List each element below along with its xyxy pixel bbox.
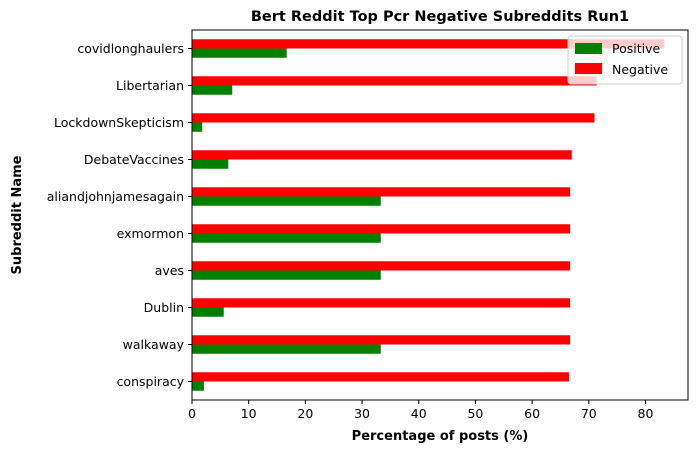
bar-negative-dublin bbox=[192, 298, 571, 308]
y-axis-ticks: covidlonghaulers Libertarian LockdownSkept… bbox=[47, 41, 192, 389]
x-tick-label: 70 bbox=[581, 406, 597, 421]
y-tick-label: aliandjohnjamesagain bbox=[47, 189, 184, 204]
bar-negative-aliandjohnjamesagain bbox=[192, 187, 571, 197]
bar-positive-covidlonghaulers bbox=[192, 48, 287, 58]
x-axis-ticks: 0 10 20 30 40 50 60 70 80 bbox=[188, 400, 653, 421]
chart-title: Bert Reddit Top Pcr Negative Subreddits … bbox=[251, 9, 629, 25]
y-tick-label: LockdownSkepticism bbox=[54, 115, 184, 130]
legend: Positive Negative bbox=[567, 35, 683, 85]
x-tick-label: 30 bbox=[354, 406, 370, 421]
bar-positive-exmormon bbox=[192, 233, 381, 243]
x-tick-label: 60 bbox=[524, 406, 540, 421]
x-tick-label: 40 bbox=[411, 406, 427, 421]
bar-positive-dublin bbox=[192, 307, 224, 317]
bar-negative-libertarian bbox=[192, 76, 597, 86]
bar-negative-covidlonghaulers bbox=[192, 39, 665, 49]
legend-label-negative: Negative bbox=[612, 62, 668, 77]
bar-positive-walkaway bbox=[192, 344, 381, 354]
bars-layer bbox=[192, 39, 665, 391]
y-tick-label: walkaway bbox=[123, 337, 185, 352]
bar-positive-lockdownskepticism bbox=[192, 122, 203, 132]
bar-negative-lockdownskepticism bbox=[192, 113, 595, 123]
legend-label-positive: Positive bbox=[612, 41, 660, 56]
plot-frame bbox=[191, 29, 689, 401]
bar-positive-aliandjohnjamesagain bbox=[192, 196, 381, 206]
x-tick-label: 80 bbox=[638, 406, 654, 421]
legend-swatch-negative bbox=[575, 63, 602, 74]
y-tick-label: conspiracy bbox=[117, 374, 185, 389]
bar-negative-walkaway bbox=[192, 335, 571, 345]
y-tick-label: Libertarian bbox=[116, 78, 184, 93]
bar-negative-exmormon bbox=[192, 224, 571, 234]
x-tick-label: 0 bbox=[188, 406, 196, 421]
bar-positive-libertarian bbox=[192, 85, 233, 95]
legend-swatch-positive bbox=[575, 43, 602, 54]
bar-negative-debatevaccines bbox=[192, 150, 572, 160]
bar-positive-aves bbox=[192, 270, 381, 280]
bar-positive-conspiracy bbox=[192, 381, 204, 391]
x-axis-title: Percentage of posts (%) bbox=[352, 429, 529, 444]
x-tick-label: 50 bbox=[467, 406, 483, 421]
bar-negative-aves bbox=[192, 261, 571, 271]
y-tick-label: exmormon bbox=[117, 226, 184, 241]
x-tick-label: 10 bbox=[241, 406, 257, 421]
y-tick-label: aves bbox=[155, 263, 184, 278]
x-tick-label: 20 bbox=[297, 406, 313, 421]
y-tick-label: DebateVaccines bbox=[84, 152, 184, 167]
bar-positive-debatevaccines bbox=[192, 159, 229, 169]
bar-negative-conspiracy bbox=[192, 372, 569, 382]
y-axis-title: Subreddit Name bbox=[10, 155, 25, 274]
y-tick-label: Dublin bbox=[144, 300, 184, 315]
y-tick-label: covidlonghaulers bbox=[77, 41, 184, 56]
